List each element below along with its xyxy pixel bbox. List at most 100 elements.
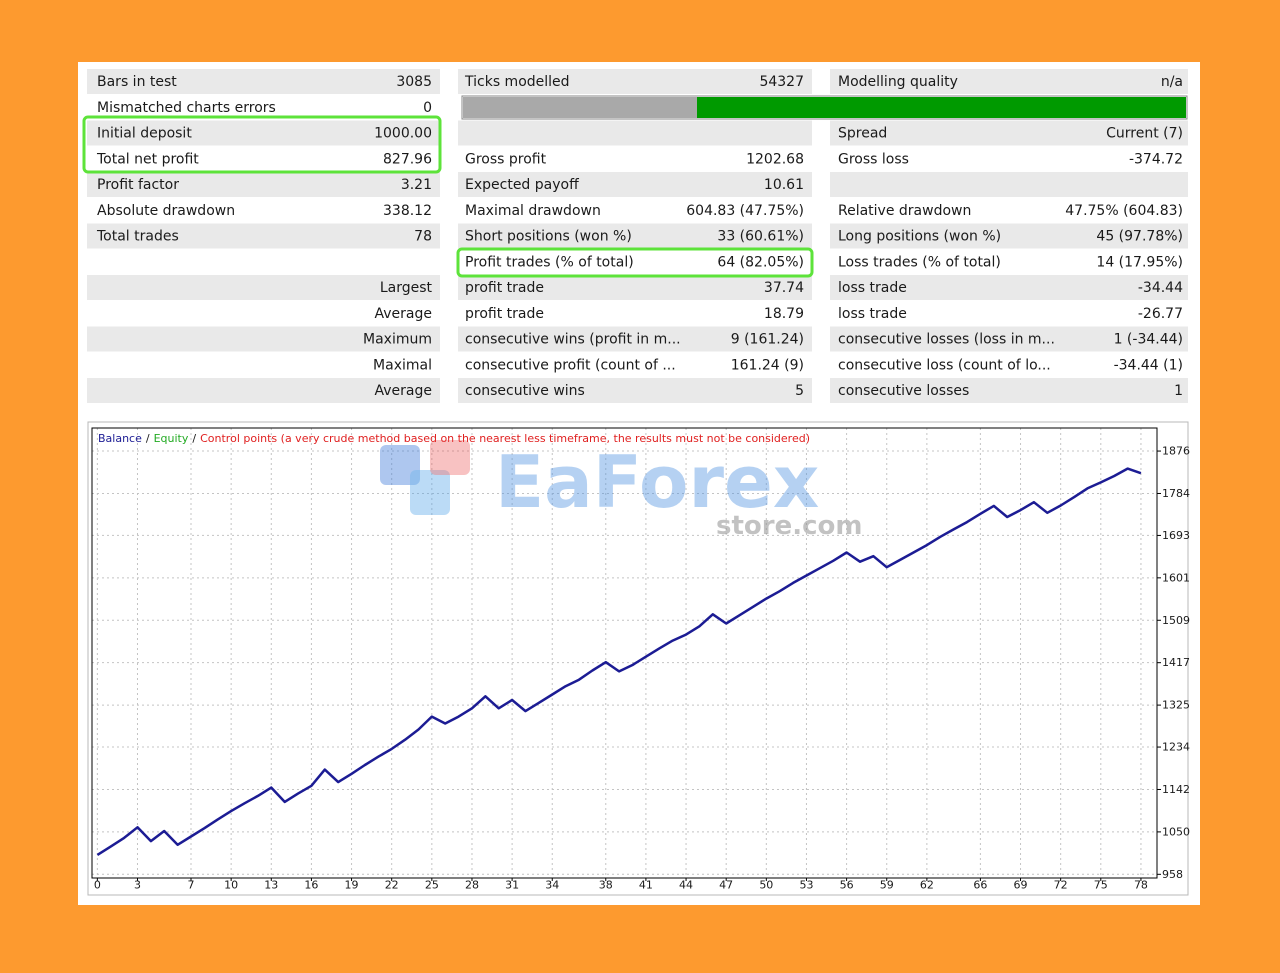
x-tick-label: 31 [505, 879, 519, 892]
x-tick-label: 38 [599, 879, 613, 892]
watermark-brand: EaForex [495, 440, 819, 524]
row-background [458, 146, 812, 172]
legend-separator: / [192, 432, 196, 445]
row-background [458, 275, 812, 300]
cell-label: consecutive losses [838, 383, 969, 399]
cell-value: Largest [380, 280, 433, 296]
row-background [87, 249, 440, 275]
bar-gray [463, 97, 697, 118]
cell-value: 33 (60.61%) [717, 229, 804, 245]
cell-value: 47.75% (604.83) [1065, 203, 1183, 219]
cell-label: Modelling quality [838, 74, 958, 90]
cell-value: 54327 [759, 74, 804, 90]
cell-value: -26.77 [1138, 306, 1183, 322]
row-background [830, 300, 1188, 326]
cell-value: 14 (17.95%) [1096, 254, 1183, 270]
x-tick-label: 41 [639, 879, 653, 892]
cell-value: -374.72 [1129, 151, 1183, 167]
x-tick-label: 78 [1134, 879, 1148, 892]
cell-value: -34.44 [1138, 280, 1183, 296]
highlight-box [456, 247, 814, 278]
x-tick-label: 75 [1094, 879, 1108, 892]
cell-value: 5 [795, 383, 804, 399]
row-background [458, 172, 812, 197]
cell-label: loss trade [838, 306, 907, 322]
watermark-icon [410, 470, 450, 515]
cell-label: Bars in test [97, 74, 177, 90]
highlights [82, 115, 814, 278]
row-background [830, 275, 1188, 300]
x-tick-label: 47 [719, 879, 733, 892]
row-background [87, 69, 440, 94]
x-tick-label: 34 [545, 879, 559, 892]
cell-value: 1202.68 [746, 151, 804, 167]
row-background [830, 223, 1188, 249]
cell-label: consecutive wins (profit in m... [465, 332, 681, 348]
chart: 9581050114212341325141715091601169317841… [91, 427, 1190, 892]
row-background [830, 197, 1188, 223]
row-background [830, 146, 1188, 172]
y-tick-label: 1417 [1162, 656, 1190, 669]
cell-value: 1 (-34.44) [1114, 332, 1183, 348]
legend-entry: Equity [154, 432, 189, 445]
row-background [458, 223, 812, 249]
x-tick-label: 66 [973, 879, 987, 892]
cell-value: Current (7) [1106, 126, 1183, 142]
cell-label: consecutive loss (count of lo... [838, 357, 1051, 373]
cell-label: Short positions (won %) [465, 229, 632, 245]
cell-label: Loss trades (% of total) [838, 254, 1001, 270]
cell-label: consecutive wins [465, 383, 585, 399]
cell-value: Average [375, 306, 433, 322]
report-table: Bars in test 3085 Ticks modelled 54327 Model… [87, 69, 1188, 403]
cell-label: Ticks modelled [464, 74, 570, 90]
x-tick-label: 19 [345, 879, 359, 892]
y-tick-label: 1050 [1162, 825, 1190, 838]
cell-label: Relative drawdown [838, 203, 971, 219]
row-background [87, 352, 440, 378]
watermark: EaForex store.com [380, 440, 862, 541]
x-tick-label: 13 [264, 879, 278, 892]
x-tick-label: 10 [224, 879, 238, 892]
cell-label: Total net profit [96, 151, 199, 167]
x-tick-label: 56 [840, 879, 854, 892]
row-background [458, 69, 812, 94]
x-tick-label: 69 [1014, 879, 1028, 892]
cell-value: 45 (97.78%) [1096, 229, 1183, 245]
cell-label: Initial deposit [97, 126, 192, 142]
cell-label: consecutive losses (loss in m... [838, 332, 1055, 348]
row-background [830, 352, 1188, 378]
cell-label: Gross loss [838, 151, 909, 167]
row-background [87, 197, 440, 223]
cell-value: 3.21 [401, 177, 432, 193]
cell-value: 827.96 [383, 151, 432, 167]
x-tick-label: 25 [425, 879, 439, 892]
cell-label: Total trades [96, 229, 179, 245]
row-background [458, 249, 812, 275]
x-tick-label: 62 [920, 879, 934, 892]
x-tick-label: 7 [188, 879, 195, 892]
row-background [458, 120, 812, 146]
row-background [87, 326, 440, 352]
x-tick-label: 22 [385, 879, 399, 892]
row-background [87, 378, 440, 403]
cell-value: Maximal [373, 357, 432, 373]
x-tick-label: 44 [679, 879, 693, 892]
cell-value: Maximum [363, 332, 432, 348]
x-tick-label: 3 [134, 879, 141, 892]
cell-value: -34.44 (1) [1114, 357, 1183, 373]
y-tick-label: 1509 [1162, 614, 1190, 627]
cell-value: 1 [1174, 383, 1183, 399]
y-tick-label: 1693 [1162, 529, 1190, 542]
cell-label: profit trade [465, 280, 544, 296]
row-background [830, 172, 1188, 197]
bar-green [697, 97, 1186, 118]
cell-value: 18.79 [764, 306, 804, 322]
row-background [87, 146, 440, 172]
row-background [458, 197, 812, 223]
cell-value: 0 [423, 100, 432, 116]
cell-value: 10.61 [764, 177, 804, 193]
cell-label: Profit factor [97, 177, 179, 193]
x-tick-label: 53 [799, 879, 813, 892]
cell-value: 37.74 [764, 280, 804, 296]
